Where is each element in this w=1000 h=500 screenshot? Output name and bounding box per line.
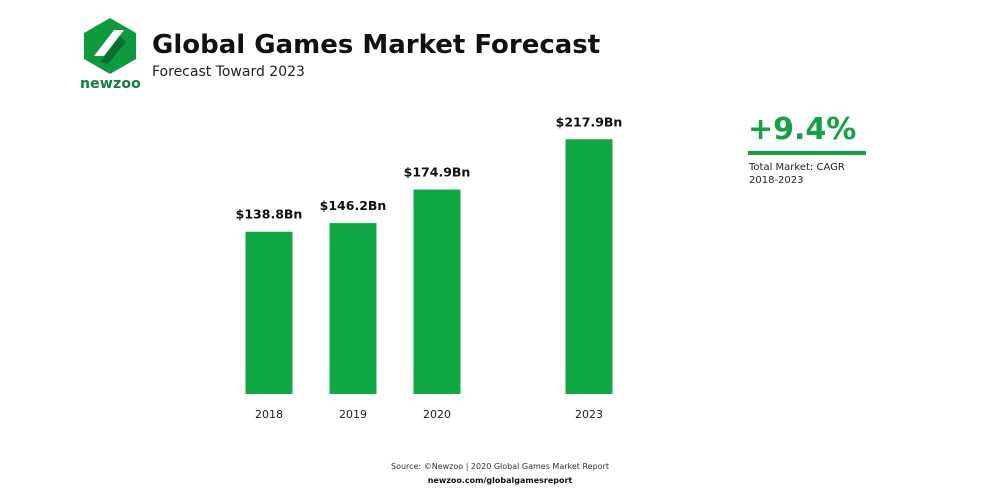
x-tick-label-2018: 2018	[255, 408, 283, 421]
newzoo-logo: newzoo	[80, 16, 141, 96]
brand-name: newzoo	[80, 76, 141, 92]
x-tick-label-2020: 2020	[423, 408, 451, 421]
cagr-label-line1: Total Market: CAGR	[749, 162, 845, 173]
cagr-underline	[748, 151, 866, 155]
page-title: Global Games Market Forecast	[152, 30, 601, 60]
data-label-2023: $217.9Bn	[556, 114, 623, 129]
data-label-2018: $138.8Bn	[236, 207, 303, 222]
bar-2018	[245, 231, 293, 394]
newzoo-logo-icon	[84, 18, 136, 74]
bar-2019	[329, 223, 377, 394]
data-label-2019: $146.2Bn	[320, 198, 387, 213]
bar-2020	[413, 189, 461, 394]
page-subtitle: Forecast Toward 2023	[152, 64, 305, 80]
source-note: Source: ©Newzoo | 2020 Global Games Mark…	[391, 462, 609, 471]
cagr-value: +9.4%	[748, 112, 857, 147]
bar-2023	[565, 139, 613, 394]
cagr-label-line2: 2018-2023	[749, 175, 804, 186]
data-label-2020: $174.9Bn	[404, 165, 471, 180]
source-url: newzoo.com/globalgamesreport	[427, 476, 573, 485]
cagr-label: Total Market: CAGR 2018-2023	[749, 161, 845, 187]
x-tick-label-2019: 2019	[339, 408, 367, 421]
x-tick-label-2023: 2023	[575, 408, 603, 421]
bar-chart: $138.8Bn 2018 $146.2Bn 2019 $174.9Bn 2020 $217…	[236, 114, 623, 421]
